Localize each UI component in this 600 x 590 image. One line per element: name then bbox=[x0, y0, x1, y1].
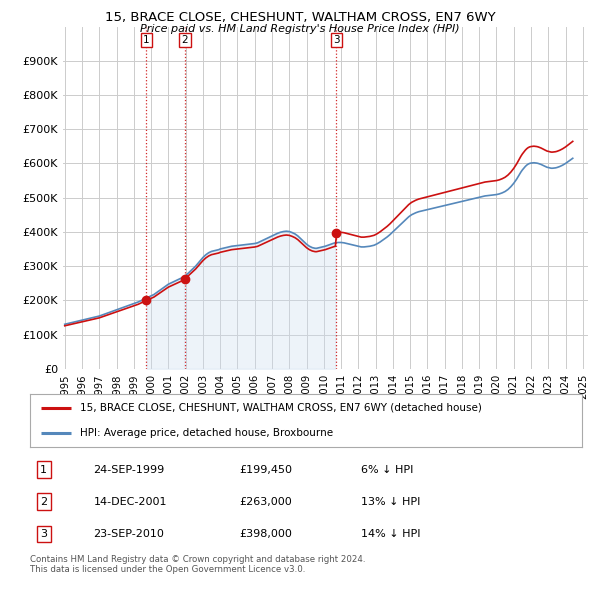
Text: 14-DEC-2001: 14-DEC-2001 bbox=[94, 497, 167, 507]
Text: Price paid vs. HM Land Registry's House Price Index (HPI): Price paid vs. HM Land Registry's House … bbox=[140, 24, 460, 34]
Text: 14% ↓ HPI: 14% ↓ HPI bbox=[361, 529, 421, 539]
Text: 15, BRACE CLOSE, CHESHUNT, WALTHAM CROSS, EN7 6WY (detached house): 15, BRACE CLOSE, CHESHUNT, WALTHAM CROSS… bbox=[80, 403, 482, 413]
Text: 1: 1 bbox=[40, 465, 47, 475]
Text: HPI: Average price, detached house, Broxbourne: HPI: Average price, detached house, Brox… bbox=[80, 428, 333, 438]
Text: £398,000: £398,000 bbox=[240, 529, 293, 539]
Text: 6% ↓ HPI: 6% ↓ HPI bbox=[361, 465, 413, 475]
Text: 1: 1 bbox=[143, 35, 150, 45]
Text: 2: 2 bbox=[182, 35, 188, 45]
Text: 13% ↓ HPI: 13% ↓ HPI bbox=[361, 497, 421, 507]
Text: £199,450: £199,450 bbox=[240, 465, 293, 475]
Text: Contains HM Land Registry data © Crown copyright and database right 2024.
This d: Contains HM Land Registry data © Crown c… bbox=[30, 555, 365, 574]
Text: 2: 2 bbox=[40, 497, 47, 507]
Text: 23-SEP-2010: 23-SEP-2010 bbox=[94, 529, 164, 539]
Text: £263,000: £263,000 bbox=[240, 497, 293, 507]
Text: 3: 3 bbox=[333, 35, 340, 45]
Text: 24-SEP-1999: 24-SEP-1999 bbox=[94, 465, 165, 475]
Text: 15, BRACE CLOSE, CHESHUNT, WALTHAM CROSS, EN7 6WY: 15, BRACE CLOSE, CHESHUNT, WALTHAM CROSS… bbox=[104, 11, 496, 24]
Text: 3: 3 bbox=[40, 529, 47, 539]
